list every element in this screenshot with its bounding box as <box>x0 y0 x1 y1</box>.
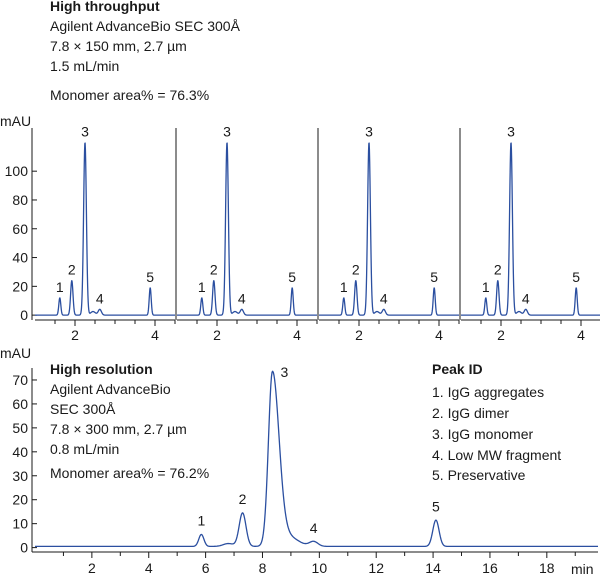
legend-item-2: 2. IgG dimer <box>432 405 509 421</box>
top-y-tick-label: 20 <box>12 278 28 294</box>
peak-label-5: 5 <box>432 498 440 514</box>
peak-label-5: 5 <box>430 269 438 285</box>
legend-item-5: 5. Preservative <box>432 467 526 483</box>
top-trace-line <box>176 142 318 316</box>
bottom-y-tick-label: 70 <box>12 372 28 388</box>
peak-label-3: 3 <box>281 364 289 380</box>
bottom-x-tick-label: 6 <box>202 560 210 576</box>
peak-label-1: 1 <box>198 279 206 295</box>
peak-label-2: 2 <box>239 491 247 507</box>
peak-label-2: 2 <box>494 262 502 278</box>
bottom-x-tick-label: 18 <box>539 560 555 576</box>
top-title: High throughput <box>50 0 160 14</box>
bottom-y-tick-label: 30 <box>12 468 28 484</box>
peak-label-5: 5 <box>572 269 580 285</box>
peak-label-5: 5 <box>146 269 154 285</box>
bottom-x-tick-label: 4 <box>145 560 153 576</box>
bottom-annotation-line-4: 0.8 mL/min <box>50 441 119 457</box>
peak-label-3: 3 <box>223 123 231 139</box>
legend-item-1: 1. IgG aggregates <box>432 384 544 400</box>
top-x-tick-label: 2 <box>213 327 221 343</box>
bottom-y-tick-label: 20 <box>12 492 28 508</box>
peak-label-3: 3 <box>507 123 515 139</box>
top-y-tick-label: 100 <box>5 163 29 179</box>
peak-label-4: 4 <box>380 290 388 306</box>
legend-title: Peak ID <box>432 361 483 377</box>
bottom-x-tick-label: 16 <box>482 560 498 576</box>
bottom-y-tick-label: 50 <box>12 420 28 436</box>
top-x-tick-label: 4 <box>293 327 301 343</box>
bottom-x-tick-label: 2 <box>88 560 96 576</box>
peak-label-5: 5 <box>288 269 296 285</box>
bottom-y-tick-label: 60 <box>12 396 28 412</box>
bottom-y-axis-label: mAU <box>0 345 31 361</box>
bottom-y-tick-label: 40 <box>12 444 28 460</box>
bottom-trace-line <box>34 370 599 548</box>
peak-label-4: 4 <box>310 520 318 536</box>
peak-label-1: 1 <box>482 279 490 295</box>
bottom-monomer-note: Monomer area% = 76.2% <box>50 465 209 481</box>
top-monomer-note: Monomer area% = 76.3% <box>50 87 209 103</box>
peak-label-3: 3 <box>81 123 89 139</box>
top-trace-line <box>34 142 176 316</box>
top-y-tick-label: 40 <box>12 250 28 266</box>
peak-label-2: 2 <box>352 262 360 278</box>
top-trace-line <box>460 142 600 316</box>
bottom-x-tick-label: 12 <box>368 560 384 576</box>
bottom-y-tick-label: 0 <box>20 540 28 556</box>
top-annotation-line-1: Agilent AdvanceBio SEC 300Å <box>50 18 241 34</box>
peak-label-1: 1 <box>56 279 64 295</box>
top-annotation-line-3: 1.5 mL/min <box>50 58 119 74</box>
bottom-y-tick-label: 10 <box>12 516 28 532</box>
top-x-tick-label: 2 <box>355 327 363 343</box>
top-x-tick-label: 4 <box>435 327 443 343</box>
bottom-title: High resolution <box>50 361 153 377</box>
bottom-annotation-line-3: 7.8 × 300 mm, 2.7 µm <box>50 421 187 437</box>
top-trace-line <box>318 142 460 316</box>
legend-item-4: 4. Low MW fragment <box>432 447 561 463</box>
top-y-axis-label: mAU <box>0 113 31 129</box>
bottom-annotation-line-2: SEC 300Å <box>50 401 116 417</box>
peak-label-3: 3 <box>365 123 373 139</box>
top-y-tick-label: 0 <box>20 307 28 323</box>
bottom-x-tick-label: 14 <box>425 560 441 576</box>
bottom-annotation-line-1: Agilent AdvanceBio <box>50 381 171 397</box>
peak-label-4: 4 <box>522 290 530 306</box>
top-y-tick-label: 60 <box>12 221 28 237</box>
top-annotation-line-2: 7.8 × 150 mm, 2.7 µm <box>50 38 187 54</box>
bottom-x-tick-label: 10 <box>312 560 328 576</box>
legend-item-3: 3. IgG monomer <box>432 426 533 442</box>
peak-label-4: 4 <box>238 290 246 306</box>
bottom-x-tick-label: 8 <box>259 560 267 576</box>
top-y-axis: 0 20 40 60 80 100 <box>5 128 37 323</box>
peak-label-2: 2 <box>210 262 218 278</box>
peak-label-1: 1 <box>197 513 205 529</box>
peak-label-1: 1 <box>340 279 348 295</box>
top-x-tick-label: 2 <box>71 327 79 343</box>
top-x-tick-label: 2 <box>497 327 505 343</box>
top-x-tick-label: 4 <box>151 327 159 343</box>
peak-label-2: 2 <box>68 262 76 278</box>
top-y-tick-label: 80 <box>12 192 28 208</box>
top-x-tick-label: 4 <box>577 327 585 343</box>
bottom-x-axis-label: min <box>571 561 594 577</box>
peak-label-4: 4 <box>96 290 104 306</box>
